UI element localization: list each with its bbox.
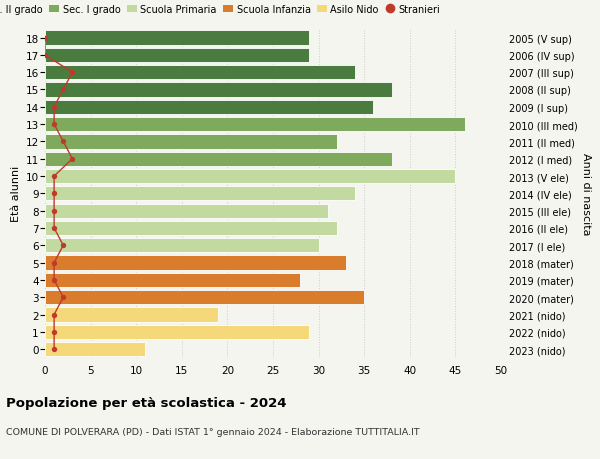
Bar [45, 291, 364, 305]
Point [40, 52, 50, 59]
Bar [45, 66, 355, 80]
Bar [45, 31, 310, 45]
Bar [45, 239, 319, 253]
Y-axis label: Età alunni: Età alunni [11, 166, 22, 222]
Bar [45, 135, 337, 149]
Point [49, 311, 59, 319]
Point [68, 69, 77, 77]
Bar [45, 101, 373, 115]
Point [58, 139, 68, 146]
Bar [45, 169, 455, 184]
Bar [45, 256, 346, 270]
Bar [45, 342, 145, 357]
Bar [45, 118, 464, 132]
Bar [45, 308, 218, 322]
Point [40, 35, 50, 42]
Text: Popolazione per età scolastica - 2024: Popolazione per età scolastica - 2024 [6, 396, 287, 409]
Bar [45, 273, 301, 287]
Point [49, 277, 59, 284]
Point [58, 87, 68, 94]
Bar [45, 204, 328, 218]
Point [49, 207, 59, 215]
Point [49, 104, 59, 111]
Bar [45, 325, 310, 339]
Point [49, 329, 59, 336]
Y-axis label: Anni di nascita: Anni di nascita [581, 153, 591, 235]
Point [49, 190, 59, 197]
Point [49, 346, 59, 353]
Bar [45, 221, 337, 235]
Point [49, 259, 59, 267]
Point [49, 173, 59, 180]
Bar [45, 152, 392, 167]
Bar [45, 187, 355, 201]
Point [58, 242, 68, 249]
Point [58, 294, 68, 301]
Point [49, 121, 59, 129]
Point [68, 156, 77, 163]
Text: COMUNE DI POLVERARA (PD) - Dati ISTAT 1° gennaio 2024 - Elaborazione TUTTITALIA.: COMUNE DI POLVERARA (PD) - Dati ISTAT 1°… [6, 427, 419, 436]
Legend: Sec. II grado, Sec. I grado, Scuola Primaria, Scuola Infanzia, Asilo Nido, Stran: Sec. II grado, Sec. I grado, Scuola Prim… [0, 5, 440, 15]
Bar [45, 83, 392, 97]
Bar [45, 49, 310, 63]
Point [49, 225, 59, 232]
